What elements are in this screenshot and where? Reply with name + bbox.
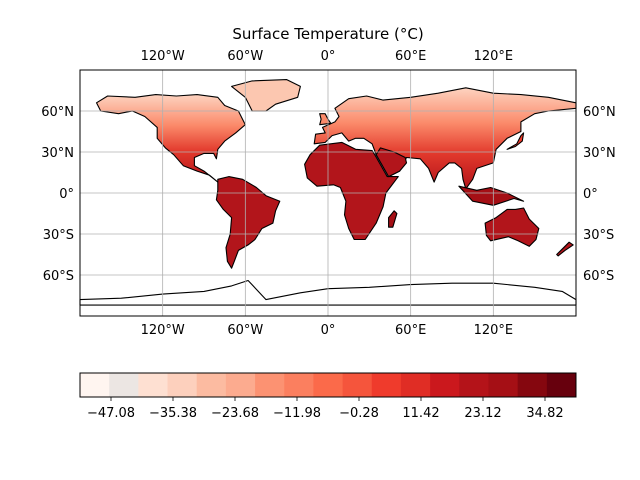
latitude-label-left: 0° [59, 187, 74, 202]
latitude-labels: 60°N 60°N 30°N 30°N 0° 0° 30°S 30°S 60°S 60°S [41, 105, 616, 284]
longitude-labels: 120°W 120°W 60°W 60°W 0° 0° 60°E 60°E 120°E 120°E [141, 49, 514, 338]
latitude-label-right: 0° [583, 187, 598, 202]
eurasia-landmass [313, 87, 577, 190]
japan-landmass [506, 132, 525, 150]
longitude-label-top: 60°E [395, 49, 426, 64]
colorbar-band [138, 373, 168, 397]
longitude-label-bottom: 60°E [395, 323, 426, 338]
gridlines [80, 70, 576, 316]
colorbar-band [80, 373, 110, 397]
latitude-label-left: 60°S [43, 269, 74, 284]
colorbar-tick-label: −47.08 [87, 406, 135, 421]
map-frame [79, 69, 577, 317]
colorbar-tick-label: −23.68 [211, 406, 259, 421]
colorbar-band [342, 373, 373, 397]
latitude-label-left: 60°N [41, 105, 74, 120]
map-axes: 120°W 120°W 60°W 60°W 0° 0° 60°E 60°E 120°E 120°E… [41, 49, 616, 338]
latitude-label-right: 60°S [583, 269, 614, 284]
colorbar: −47.08 −35.38 −23.68 −11.98 −0.28 11.42 23.12 3… [79, 372, 577, 421]
colorbar-band [284, 373, 314, 397]
colorbar-tick-label: 23.12 [464, 406, 501, 421]
colorbar-band [109, 373, 139, 397]
south-america-landmass [215, 176, 281, 269]
latitude-label-right: 30°S [583, 228, 614, 243]
colorbar-tick-label: 34.82 [526, 406, 563, 421]
new-zealand-landmass [556, 241, 574, 257]
longitude-label-bottom: 0° [321, 323, 336, 338]
latitude-label-left: 30°S [43, 228, 74, 243]
colorbar-tick-label: −0.28 [339, 406, 379, 421]
indonesia-landmass [458, 185, 525, 206]
colorbar-band [225, 373, 256, 397]
colorbar-band [371, 373, 402, 397]
longitude-label-top: 120°W [141, 49, 185, 64]
longitude-label-bottom: 120°W [141, 323, 185, 338]
colorbar-tick-label: −35.38 [149, 406, 197, 421]
chart-title: Surface Temperature (°C) [232, 25, 423, 43]
landmasses [79, 79, 577, 306]
colorbar-band [517, 373, 548, 397]
colorbar-tick-label: −11.98 [273, 406, 321, 421]
colorbar-band [196, 373, 227, 397]
north-america-landmass [95, 94, 246, 183]
latitude-label-right: 60°N [583, 105, 616, 120]
colorbar-band [459, 373, 489, 397]
colorbar-frame [79, 372, 577, 398]
colorbar-band [488, 373, 519, 397]
colorbar-bands [80, 373, 577, 397]
colorbar-band [167, 373, 198, 397]
longitude-label-top: 0° [321, 49, 336, 64]
colorbar-band [430, 373, 460, 397]
greenland-landmass [231, 79, 301, 112]
colorbar-ticks: −47.08 −35.38 −23.68 −11.98 −0.28 11.42 23.12 3… [87, 397, 564, 421]
colorbar-tick-label: 11.42 [402, 406, 439, 421]
colorbar-band [255, 373, 285, 397]
longitude-label-top: 60°W [227, 49, 263, 64]
longitude-label-top: 120°E [474, 49, 514, 64]
longitude-label-bottom: 60°W [227, 323, 263, 338]
arabia-landmass [375, 147, 408, 178]
colorbar-band [313, 373, 343, 397]
colorbar-band [400, 373, 431, 397]
latitude-label-left: 30°N [41, 146, 74, 161]
longitude-label-bottom: 120°E [474, 323, 514, 338]
colorbar-band [546, 373, 577, 397]
latitude-label-right: 30°N [583, 146, 616, 161]
madagascar-landmass [388, 210, 398, 228]
